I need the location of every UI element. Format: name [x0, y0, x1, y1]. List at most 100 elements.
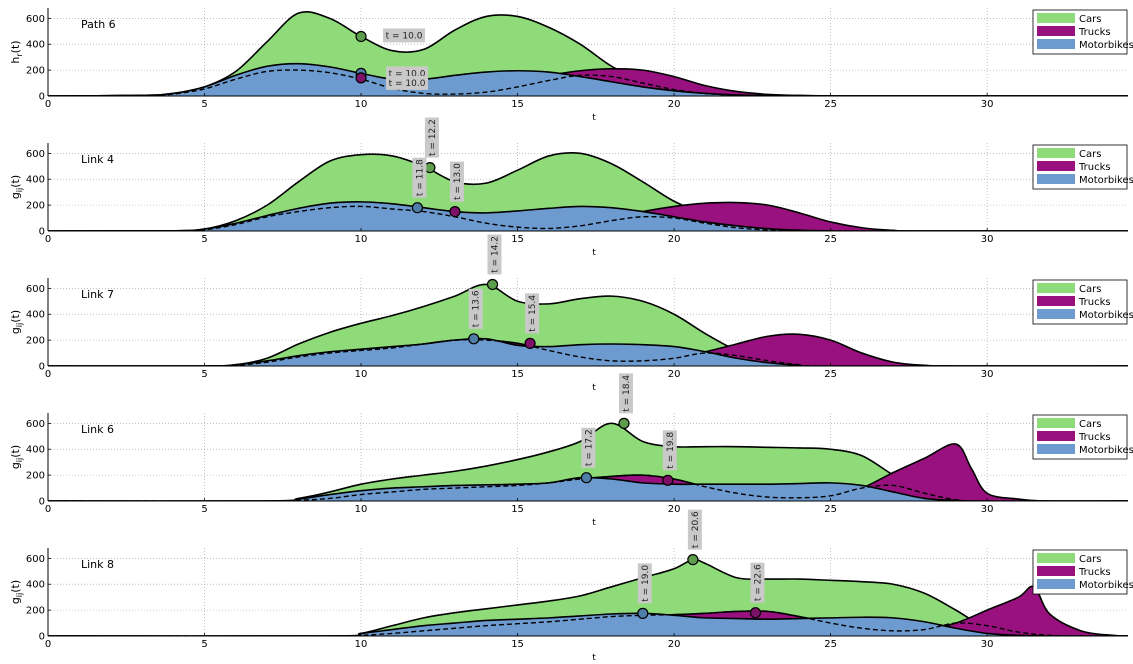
legend-label-cars: Cars [1079, 419, 1101, 430]
annotation: t = 15.4 [524, 293, 540, 349]
annotation: t = 10.0 [355, 72, 429, 90]
legend-swatch-cars [1037, 553, 1075, 563]
annotation-label: t = 10.0 [389, 79, 426, 89]
x-axis-label: t [592, 653, 596, 663]
legend-label-cars: Cars [1079, 554, 1101, 565]
y-axis-label: gij(t) [9, 310, 24, 334]
annotation-label: t = 20.6 [691, 511, 701, 548]
annotation-box [383, 28, 426, 43]
legend-label-motorbikes: Motorbikes [1079, 175, 1133, 186]
annotation-box [525, 293, 540, 334]
legend: Cars Trucks Motorbikes [1032, 9, 1133, 55]
area-motorbikes [48, 613, 1128, 636]
annotation: t = 13.0 [449, 161, 464, 218]
annotation-marker [580, 472, 593, 484]
legend-swatch-motorbikes [1037, 444, 1075, 454]
line-cars [48, 558, 1128, 636]
x-tick-label: 5 [201, 369, 207, 380]
legend-label-cars: Cars [1079, 284, 1101, 295]
x-axis-label: t [592, 248, 596, 258]
x-tick-label: 10 [355, 99, 368, 110]
x-tick-label: 30 [981, 369, 994, 380]
x-tick-label: 5 [201, 234, 207, 245]
annotation-label: t = 13.6 [472, 290, 482, 327]
y-tick-label: 600 [26, 554, 45, 565]
annotation-marker [424, 161, 436, 174]
x-tick-label: 30 [981, 234, 994, 245]
legend-label-trucks: Trucks [1078, 162, 1111, 173]
y-tick-label: 400 [26, 40, 45, 51]
legend-label-trucks: Trucks [1078, 432, 1111, 443]
y-tick-label: 400 [26, 310, 45, 321]
legend-swatch-motorbikes [1037, 174, 1075, 184]
y-tick-label: 0 [39, 362, 45, 373]
y-tick-label: 0 [39, 497, 45, 508]
annotation-marker [411, 202, 423, 214]
legend-swatch-trucks [1037, 26, 1075, 36]
area-layers [48, 152, 1128, 231]
x-tick-label: 15 [511, 504, 524, 515]
legend-label-cars: Cars [1079, 149, 1101, 160]
annotation: t = 13.6 [468, 288, 483, 345]
annotation: t = 18.4 [618, 373, 633, 429]
legend-swatch-cars [1037, 418, 1075, 428]
panel-label: Path 6 [81, 18, 116, 31]
x-tick-label: 15 [511, 99, 524, 110]
annotation: t = 19.0 [637, 563, 652, 619]
x-tick-label: 15 [511, 639, 524, 650]
annotation-marker [449, 205, 461, 218]
legend-swatch-motorbikes [1037, 309, 1075, 319]
annotation-box [619, 373, 633, 414]
panel-5: 0 5 10 15 20 25 30 0 200 400 600 t gij(t) Link 8 Cars T… [9, 509, 1133, 663]
annotation-marker [486, 278, 499, 291]
annotation-label: t = 22.6 [753, 564, 763, 601]
x-tick-label: 30 [981, 504, 994, 515]
area-layers [48, 558, 1128, 636]
legend-label-trucks: Trucks [1078, 567, 1111, 578]
x-tick-label: 25 [824, 639, 837, 650]
legend-label-motorbikes: Motorbikes [1079, 310, 1133, 321]
annotation: t = 22.6 [749, 562, 765, 619]
annotation-label: t = 19.0 [641, 565, 651, 602]
annotation-marker [468, 333, 480, 345]
legend: Cars Trucks Motorbikes [1032, 414, 1133, 460]
y-tick-label: 0 [39, 632, 45, 643]
panel-label: Link 7 [81, 288, 114, 301]
y-tick-label: 0 [39, 92, 45, 103]
y-tick-label: 200 [26, 66, 45, 77]
x-tick-label: 10 [355, 504, 368, 515]
annotation-marker [355, 30, 367, 43]
legend-swatch-cars [1037, 148, 1075, 158]
annotation-box [581, 427, 596, 468]
x-axis-label: t [592, 518, 596, 528]
x-axis-label: t [592, 113, 596, 123]
panel-label: Link 8 [81, 558, 114, 571]
x-tick-label: 30 [981, 99, 994, 110]
legend-swatch-motorbikes [1037, 39, 1075, 49]
legend-swatch-motorbikes [1037, 579, 1075, 589]
annotation: t = 20.6 [687, 509, 702, 566]
line-motorbikes [48, 476, 1128, 501]
area-layers [48, 11, 1128, 96]
dashed-curve [48, 205, 1128, 231]
annotation-marker [637, 607, 649, 619]
area-motorbikes [48, 201, 1128, 231]
x-tick-label: 10 [355, 369, 368, 380]
x-tick-label: 25 [824, 369, 837, 380]
annotation-box [487, 234, 502, 275]
annotation-marker [618, 417, 630, 429]
annotation: t = 10.0 [355, 28, 426, 43]
legend-label-trucks: Trucks [1078, 27, 1111, 38]
y-axis-label: hr(t) [9, 40, 24, 63]
legend-swatch-trucks [1037, 296, 1075, 306]
x-tick-label: 20 [668, 99, 681, 110]
x-tick-label: 20 [668, 639, 681, 650]
annotation-box [662, 430, 677, 471]
annotation-label: t = 15.4 [528, 295, 538, 332]
legend-label-motorbikes: Motorbikes [1079, 40, 1133, 51]
annotation-box [468, 288, 483, 329]
legend-label-motorbikes: Motorbikes [1079, 445, 1133, 456]
x-tick-label: 0 [45, 504, 51, 515]
